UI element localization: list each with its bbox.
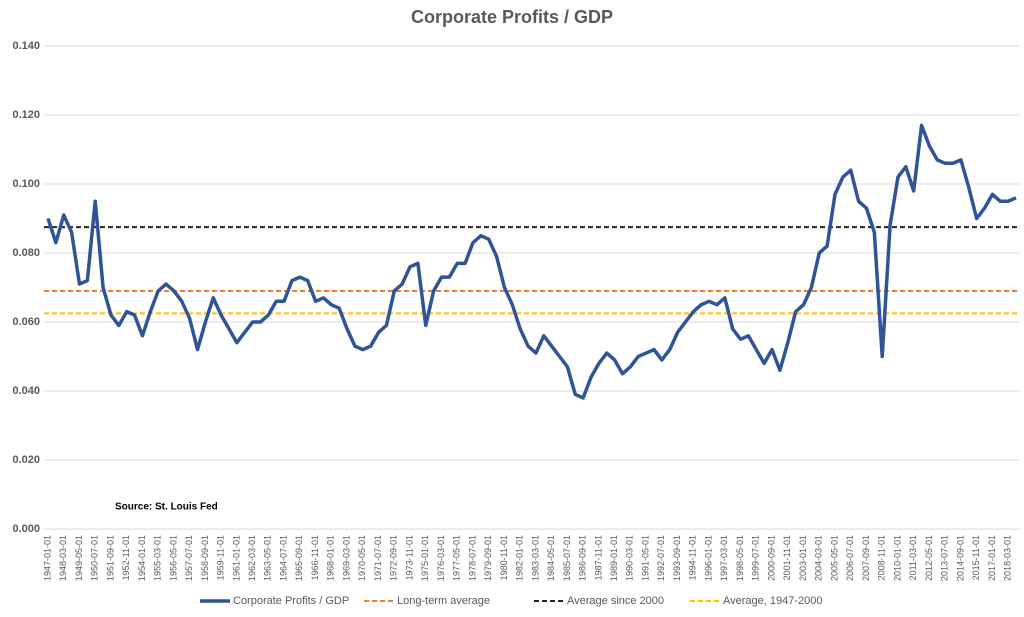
- y-tick-label: 0.000: [12, 523, 40, 535]
- x-tick-label: 2011-03-01: [908, 535, 918, 580]
- x-tick-label: 1951-09-01: [105, 535, 115, 581]
- x-tick-label: 1959-11-01: [216, 535, 226, 580]
- x-tick-label: 2001-11-01: [782, 535, 792, 580]
- x-tick-label: 1970-05-01: [357, 535, 367, 581]
- legend-label: Average, 1947-2000: [723, 595, 823, 607]
- x-tick-label: 1964-07-01: [278, 535, 288, 581]
- x-tick-label: 1976-03-01: [436, 535, 446, 581]
- x-tick-label: 1958-09-01: [200, 535, 210, 581]
- x-tick-label: 1997-03-01: [719, 535, 729, 581]
- x-tick-label: 1969-03-01: [341, 535, 351, 581]
- x-tick-label: 2006-07-01: [845, 535, 855, 581]
- x-tick-label: 2008-11-01: [877, 535, 887, 580]
- x-tick-label: 1947-01-01: [42, 535, 52, 581]
- legend-label: Average since 2000: [567, 595, 664, 607]
- x-tick-label: 1991-05-01: [640, 535, 650, 581]
- x-tick-label: 2014-09-01: [955, 535, 965, 581]
- x-tick-label: 1985-07-01: [562, 535, 572, 581]
- x-tick-label: 1956-05-01: [168, 535, 178, 581]
- x-tick-label: 1966-11-01: [310, 535, 320, 580]
- x-tick-label: 1977-05-01: [452, 535, 462, 581]
- x-tick-label: 1998-05-01: [735, 535, 745, 581]
- x-tick-label: 1952-11-01: [121, 535, 131, 580]
- data-line: [46, 123, 1017, 400]
- x-tick-label: 2013-07-01: [940, 535, 950, 581]
- x-tick-label: 1993-09-01: [672, 535, 682, 581]
- x-tick-label: 1950-07-01: [90, 535, 100, 581]
- x-tick-label: 1965-09-01: [294, 535, 304, 581]
- x-tick-label: 1989-01-01: [609, 535, 619, 581]
- x-tick-label: 1987-11-01: [593, 535, 603, 580]
- x-tick-label: 1971-07-01: [373, 535, 383, 581]
- y-tick-label: 0.100: [12, 178, 40, 190]
- x-tick-label: 1982-01-01: [515, 535, 525, 581]
- x-tick-label: 1957-07-01: [184, 535, 194, 581]
- x-tick-label: 1996-01-01: [703, 535, 713, 581]
- x-tick-label: 1992-07-01: [656, 535, 666, 581]
- x-tick-label: 1961-01-01: [231, 535, 241, 581]
- x-tick-label: 1979-09-01: [483, 535, 493, 581]
- y-tick-label: 0.080: [12, 247, 40, 259]
- x-tick-label: 2017-01-01: [987, 535, 997, 581]
- y-tick-label: 0.140: [12, 40, 40, 52]
- x-tick-label: 1999-07-01: [751, 535, 761, 581]
- x-tick-label: 1955-03-01: [153, 535, 163, 581]
- x-tick-label: 2007-09-01: [861, 535, 871, 581]
- x-tick-label: 1949-05-01: [74, 535, 84, 581]
- x-tick-label: 2010-01-01: [892, 535, 902, 581]
- legend-label: Long-term average: [397, 595, 490, 607]
- legend-label: Corporate Profits / GDP: [233, 595, 349, 607]
- x-tick-label: 2015-11-01: [971, 535, 981, 580]
- x-tick-label: 1963-05-01: [263, 535, 273, 581]
- x-tick-label: 2012-05-01: [924, 535, 934, 581]
- y-tick-label: 0.020: [12, 454, 40, 466]
- source-note: Source: St. Louis Fed: [115, 502, 218, 513]
- x-tick-label: 2000-09-01: [766, 535, 776, 581]
- x-tick-label: 1983-03-01: [530, 535, 540, 581]
- y-tick-label: 0.120: [12, 109, 40, 121]
- y-tick-label: 0.040: [12, 385, 40, 397]
- x-tick-label: 1968-01-01: [326, 535, 336, 581]
- x-tick-label: 1980-11-01: [499, 535, 509, 580]
- x-tick-label: 1972-09-01: [389, 535, 399, 581]
- x-tick-label: 2004-03-01: [814, 535, 824, 581]
- x-tick-label: 1973-11-01: [404, 535, 414, 580]
- x-tick-label: 1962-03-01: [247, 535, 257, 581]
- x-tick-label: 2018-03-01: [1003, 535, 1013, 581]
- y-tick-label: 0.060: [12, 316, 40, 328]
- x-tick-label: 1990-03-01: [625, 535, 635, 581]
- x-tick-label: 1984-05-01: [546, 535, 556, 581]
- x-tick-label: 2003-01-01: [798, 535, 808, 581]
- x-tick-label: 1975-01-01: [420, 535, 430, 581]
- chart-title: Corporate Profits / GDP: [411, 7, 613, 27]
- x-tick-label: 2005-05-01: [829, 535, 839, 581]
- x-tick-label: 1986-09-01: [578, 535, 588, 581]
- x-tick-label: 1978-07-01: [467, 535, 477, 581]
- x-tick-label: 1954-01-01: [137, 535, 147, 581]
- x-tick-label: 1994-11-01: [688, 535, 698, 580]
- x-tick-label: 1948-03-01: [58, 535, 68, 581]
